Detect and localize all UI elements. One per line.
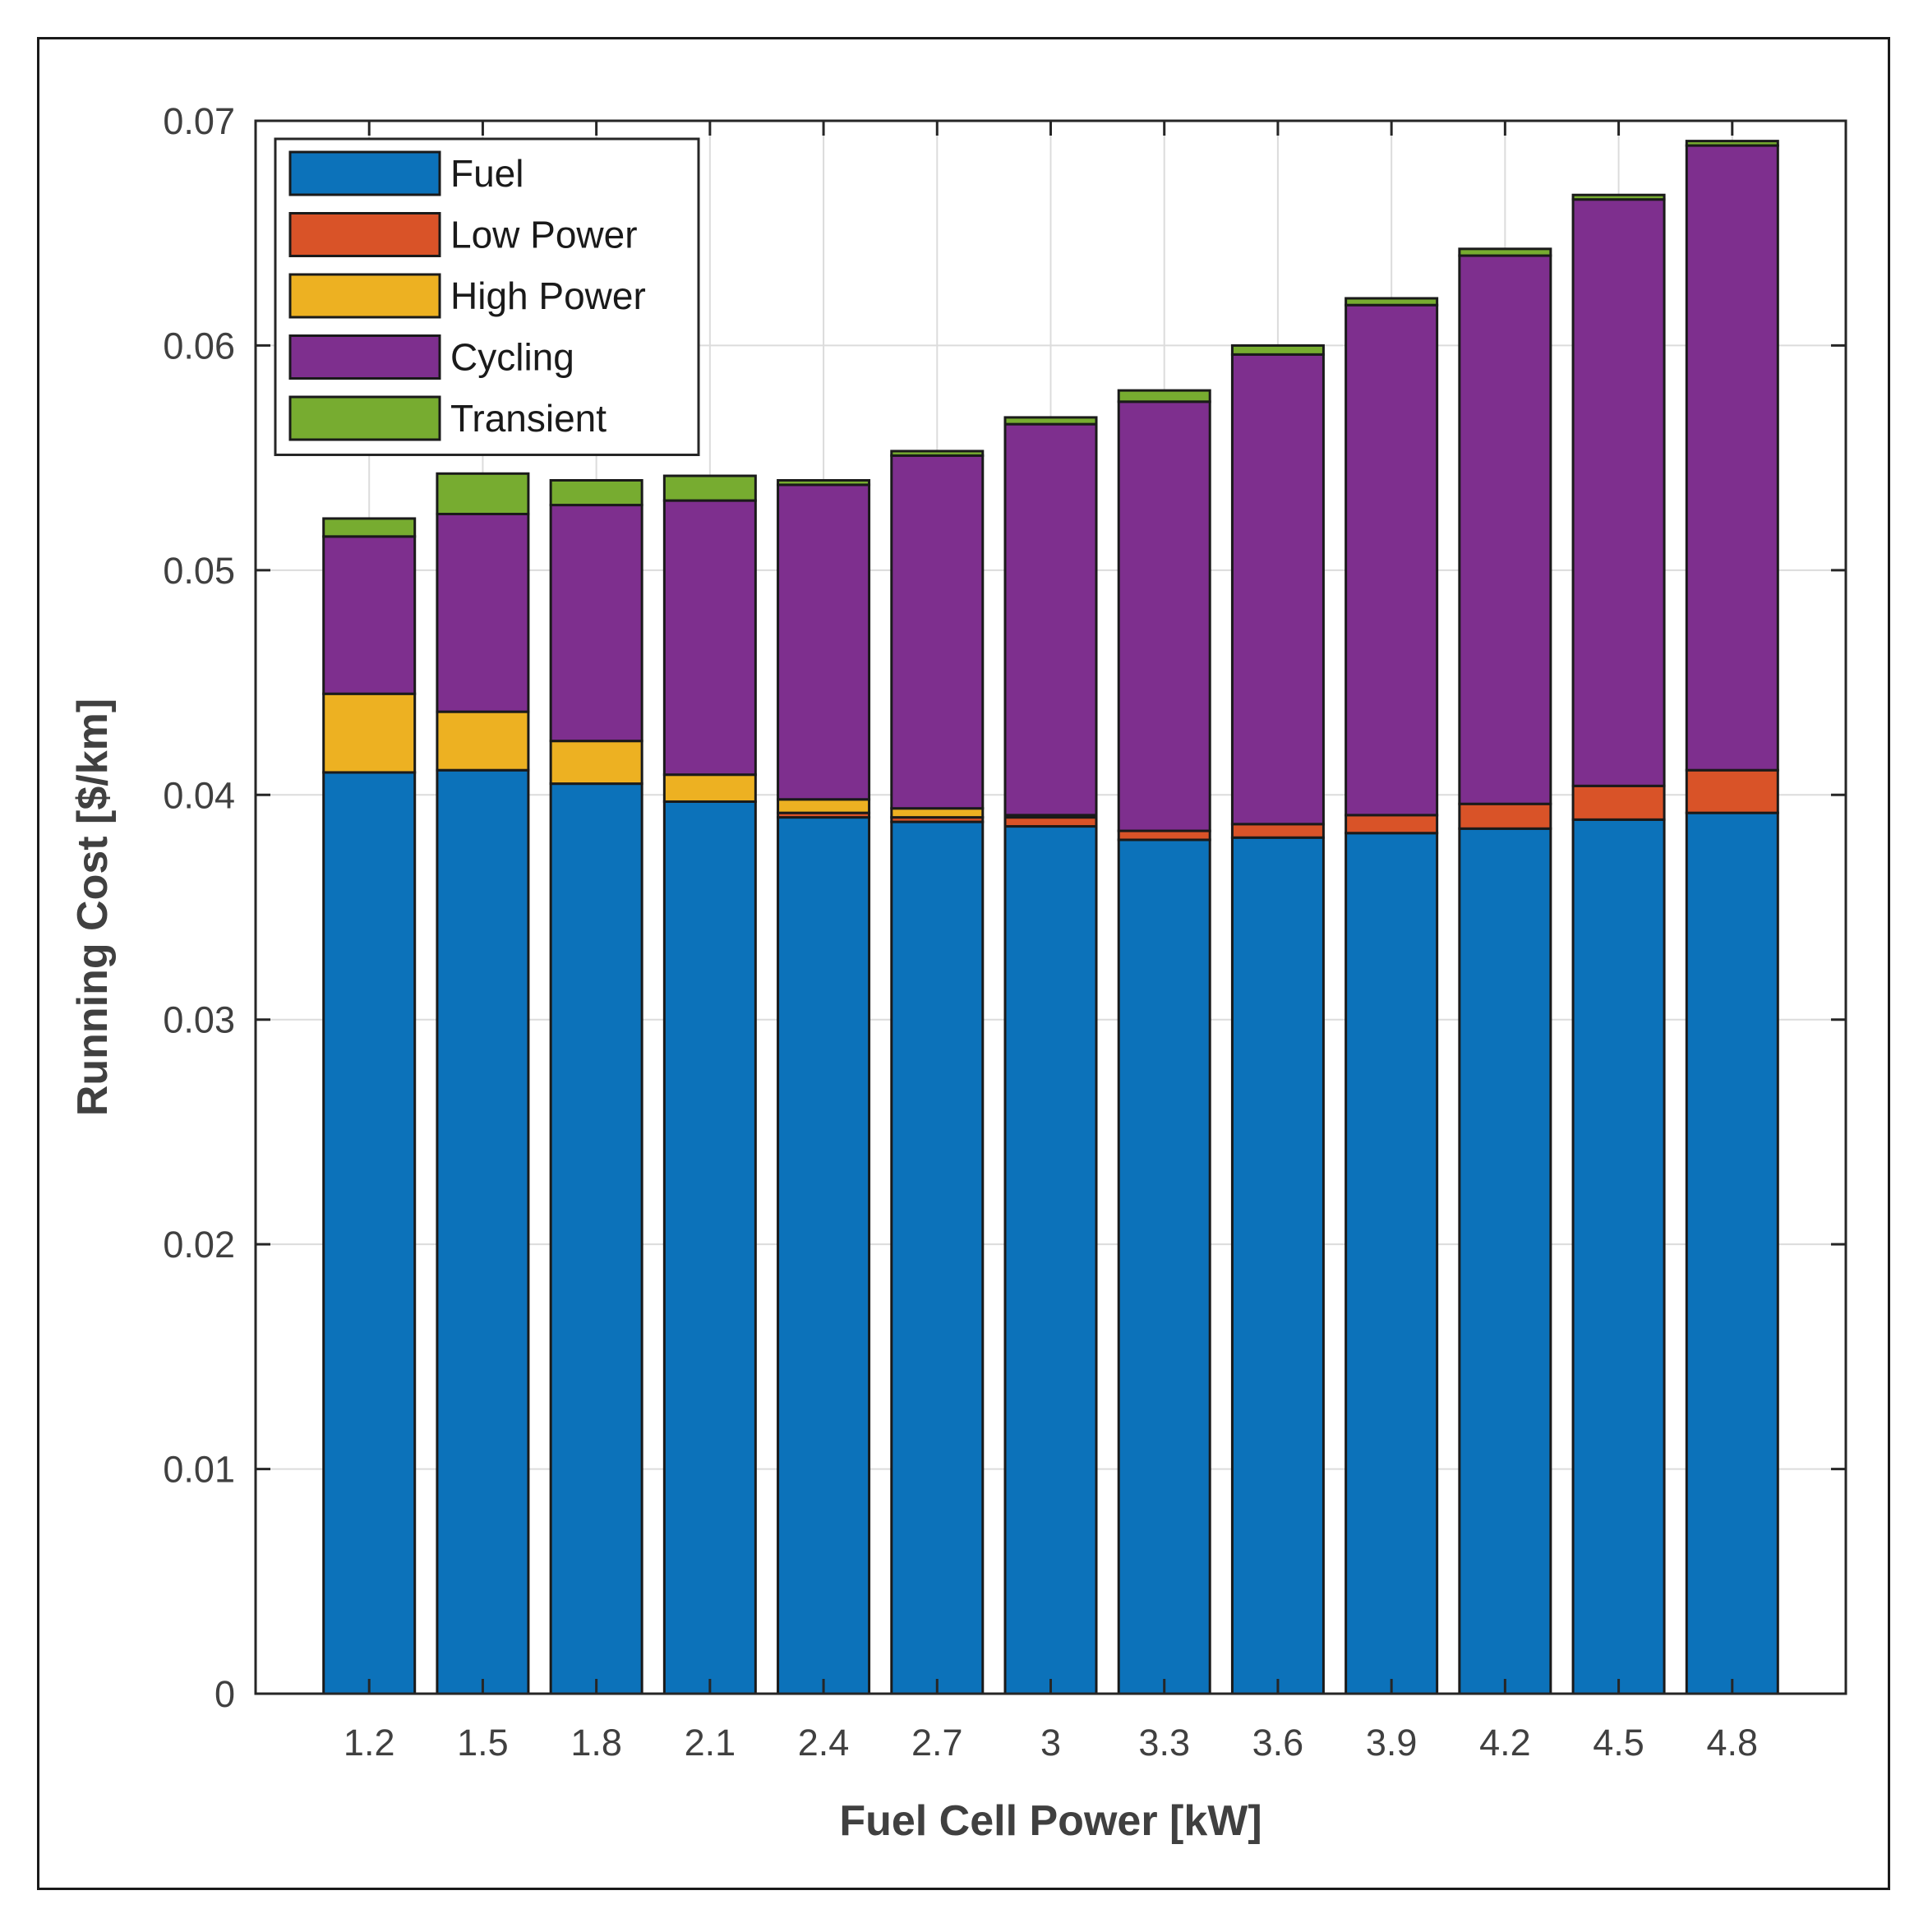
bar-segment-high-power (436, 710, 530, 772)
bar-segment-transient (777, 478, 871, 486)
bar-segment-cycling (890, 454, 985, 810)
bar-segment-fuel (1458, 827, 1552, 1695)
bar-segment-cycling (662, 499, 757, 777)
bar-segment-transient (1003, 416, 1098, 426)
x-tick-label: 2.1 (685, 1722, 736, 1764)
legend: Fuel Low Power High Power Cycling Transient (274, 137, 700, 456)
bar-segment-low-power (1685, 768, 1779, 814)
x-tick-label: 1.8 (570, 1722, 622, 1764)
bar-segment-low-power (1117, 829, 1211, 842)
bar-segment-high-power (662, 773, 757, 803)
bar-segment-fuel (1345, 832, 1439, 1695)
legend-label: Transient (450, 397, 607, 440)
bar-segment-cycling (1345, 303, 1439, 817)
y-tick-label: 0.02 (163, 1224, 235, 1266)
bar-segment-transient (322, 517, 417, 538)
y-tick-label: 0.01 (163, 1449, 235, 1491)
bar-segment-cycling (1117, 400, 1211, 832)
bar-segment-cycling (1458, 254, 1552, 805)
legend-label: High Power (450, 274, 646, 317)
bar-segment-low-power (1458, 802, 1552, 830)
bar-segment-fuel (436, 768, 530, 1695)
x-axis-title: Fuel Cell Power [kW] (839, 1797, 1262, 1845)
bar-segment-low-power (1345, 814, 1439, 835)
bar-segment-cycling (1003, 422, 1098, 817)
legend-label: Fuel (450, 152, 524, 195)
y-tick-label: 0.05 (163, 550, 235, 592)
y-tick-label: 0.06 (163, 325, 235, 367)
y-tick-label: 0 (214, 1673, 235, 1715)
y-tick-label: 0.04 (163, 774, 235, 816)
bar-segment-fuel (777, 816, 871, 1695)
bar-segment-low-power (1230, 823, 1325, 839)
bar-segment-low-power (1003, 816, 1098, 828)
x-tick-label: 3.9 (1366, 1722, 1418, 1764)
legend-swatch-high-power (288, 273, 441, 319)
legend-swatch-transient (288, 395, 441, 441)
y-axis-title: Running Cost [$/km] (69, 699, 117, 1116)
y-tick-label: 0.07 (163, 100, 235, 142)
bar-segment-transient (436, 472, 530, 515)
bar-segment-fuel (549, 782, 643, 1695)
bar-segment-transient (662, 474, 757, 502)
bar-segment-fuel (1571, 818, 1666, 1695)
legend-swatch-cycling (288, 334, 441, 380)
bar-segment-transient (1117, 389, 1211, 403)
legend-swatch-fuel (288, 150, 441, 196)
x-tick-label: 4.5 (1593, 1722, 1644, 1764)
legend-label: Low Power (450, 214, 638, 256)
legend-swatch-low-power (288, 212, 441, 257)
x-tick-label: 4.2 (1479, 1722, 1531, 1764)
bar-segment-transient (1458, 247, 1552, 257)
bar-segment-fuel (890, 820, 985, 1695)
bar-segment-transient (1345, 297, 1439, 307)
bar-segment-cycling (549, 504, 643, 743)
bar-segment-cycling (436, 513, 530, 713)
bar-segment-high-power (890, 807, 985, 819)
bar-segment-transient (1230, 344, 1325, 356)
bar-segment-fuel (662, 800, 757, 1695)
bar-segment-high-power (777, 798, 871, 814)
x-tick-label: 3.3 (1138, 1722, 1190, 1764)
x-tick-label: 2.4 (798, 1722, 850, 1764)
bar-segment-cycling (1571, 198, 1666, 787)
legend-label: Cycling (450, 336, 574, 379)
tick-labels: 0 0.01 0.02 0.03 0.04 0.05 0.06 0.07 1.2 1.5 1.8 2.… (163, 100, 1846, 1764)
x-tick-label: 3.6 (1252, 1722, 1304, 1764)
x-tick-label: 1.2 (344, 1722, 395, 1764)
bar-segment-high-power (549, 740, 643, 786)
x-tick-label: 1.5 (457, 1722, 509, 1764)
bar-segment-cycling (322, 535, 417, 695)
bar-segment-high-power (322, 692, 417, 774)
bar-segment-cycling (1685, 144, 1779, 772)
x-tick-label: 3 (1040, 1722, 1061, 1764)
bar-segment-transient (1571, 193, 1666, 201)
x-tick-label: 4.8 (1707, 1722, 1759, 1764)
y-tick-label: 0.03 (163, 999, 235, 1041)
bar-segment-fuel (1230, 836, 1325, 1695)
bar-segment-fuel (1117, 838, 1211, 1695)
bar-segment-transient (549, 478, 643, 507)
bar-segment-fuel (322, 771, 417, 1695)
bar-segment-transient (890, 450, 985, 457)
bar-segment-cycling (777, 483, 871, 801)
bar-segment-cycling (1230, 353, 1325, 826)
bar-segment-fuel (1685, 811, 1779, 1695)
x-tick-label: 2.7 (911, 1722, 963, 1764)
bar-segment-transient (1685, 140, 1779, 147)
bar-segment-low-power (1571, 784, 1666, 821)
bar-segment-fuel (1003, 825, 1098, 1695)
